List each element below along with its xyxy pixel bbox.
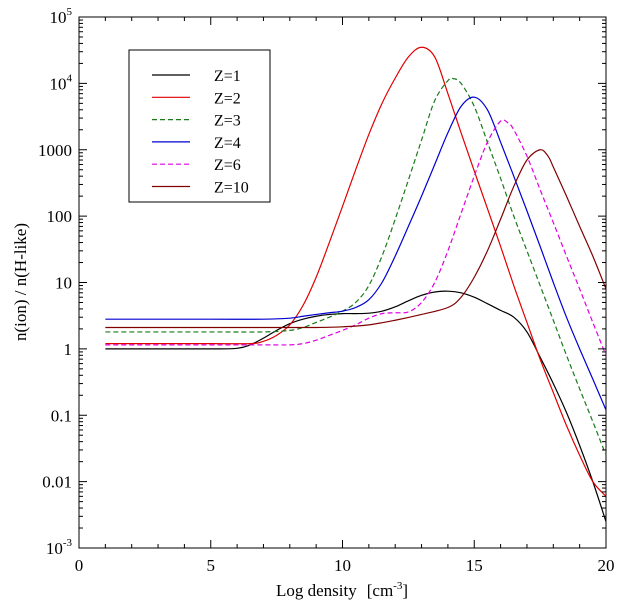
x-ticks: 0 5 10 15 20 [75,17,615,575]
y-tick-label: 105 [50,6,73,27]
y-tick-label: 0.1 [51,406,72,425]
y-tick-label: 1 [64,340,73,359]
x-tick-label: 15 [466,556,483,575]
x-axis-label: Log density [cm-3] [276,580,408,600]
y-tick-label: 104 [50,72,73,93]
x-tick-label: 0 [75,556,84,575]
y-tick-label: 1000 [38,141,72,160]
series-line-z2 [105,46,607,497]
x-tick-label: 20 [598,556,615,575]
legend-box [128,49,271,203]
y-tick-label: 10-3 [46,537,73,558]
y-tick-label: 100 [47,207,73,226]
legend-label: Z=6 [214,157,241,174]
x-tick-label: 5 [207,556,216,575]
legend-label: Z=10 [214,180,249,197]
y-tick-label: 10 [55,274,72,293]
y-axis-label: n(ion) / n(H-like) [11,223,30,341]
legend-label: Z=2 [214,90,241,107]
legend-label: Z=4 [214,135,241,152]
series-line-z3 [105,77,607,456]
series-line-z10 [105,149,607,329]
x-tick-label: 10 [334,556,351,575]
legend-label: Z=3 [214,113,241,130]
y-ticks: 10-3 0.01 0.1 1 10 100 1000 104 105 [38,6,606,558]
legend: Z=1 Z=2 Z=3 Z=4 Z=6 Z=10 [128,49,271,203]
series-line-z4 [105,96,607,411]
series-line-z6 [105,119,607,356]
series-curves [105,46,607,522]
y-tick-label: 0.01 [42,473,72,492]
legend-label: Z=1 [214,68,241,85]
